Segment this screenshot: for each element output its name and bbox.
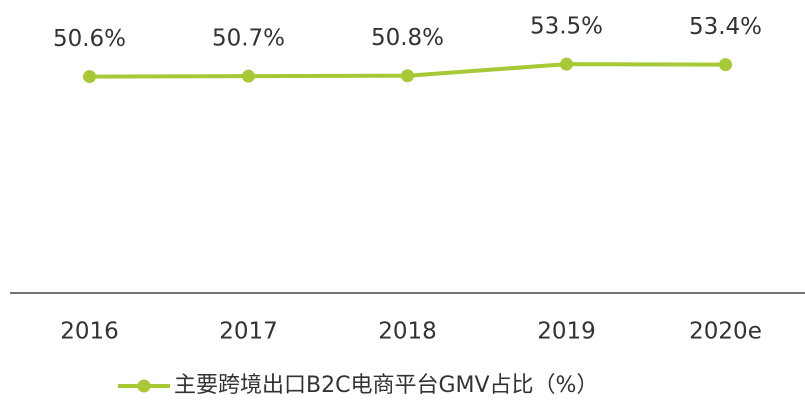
- x-tick-label: 2020e: [689, 319, 762, 345]
- data-label: 50.8%: [371, 25, 444, 51]
- point: [242, 69, 255, 83]
- point: [560, 57, 573, 71]
- data-label: 50.7%: [212, 26, 285, 52]
- legend-label: 主要跨境出口B2C电商平台GMV占比（%）: [174, 373, 598, 398]
- legend-marker: [137, 379, 151, 393]
- x-tick-label: 2017: [219, 319, 278, 345]
- data-label: 53.5%: [530, 14, 603, 40]
- x-tick-label: 2016: [60, 319, 119, 345]
- x-tick-label: 2018: [378, 319, 437, 345]
- point: [719, 58, 732, 72]
- data-label: 50.6%: [53, 26, 126, 52]
- x-tick-label: 2019: [537, 319, 596, 345]
- point: [401, 69, 414, 83]
- point: [83, 70, 96, 84]
- data-label: 53.4%: [689, 14, 762, 40]
